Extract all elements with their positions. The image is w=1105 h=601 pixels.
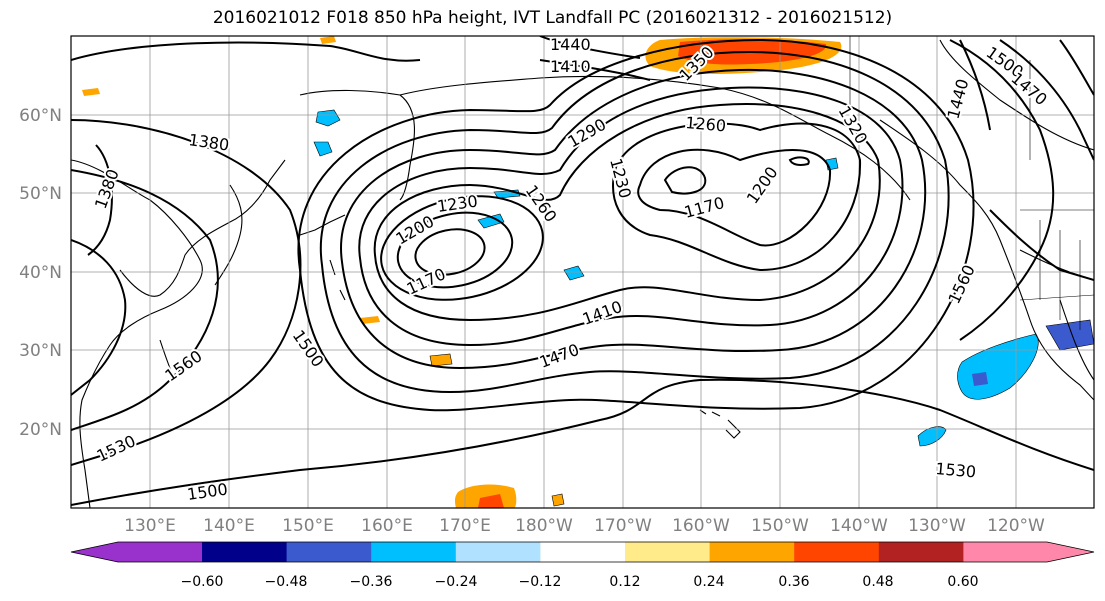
colorbar-tick-label: 0.12 <box>609 574 640 590</box>
colorbar-segment <box>625 542 711 562</box>
lat-tick-label: 30°N <box>19 341 62 361</box>
lon-tick-label: 130°W <box>908 516 966 536</box>
colorbar-tick-label: −0.36 <box>350 574 393 590</box>
lat-tick-label: 40°N <box>19 263 62 283</box>
lon-tick-label: 150°W <box>751 516 809 536</box>
colorbar-segment <box>71 542 202 562</box>
colorbar-tick-label: 0.60 <box>947 574 978 590</box>
lat-tick-label: 60°N <box>19 106 62 126</box>
colorbar-segment <box>455 542 541 562</box>
lat-tick-label: 20°N <box>19 420 62 440</box>
lon-tick-label: 140°E <box>203 516 255 536</box>
lat-axis: 60°N 50°N 40°N 30°N 20°N <box>19 106 62 440</box>
colorbar-tick-label: −0.48 <box>265 574 308 590</box>
colorbar-segment <box>371 542 457 562</box>
colorbar-segment <box>878 542 964 562</box>
colorbar-tick-label: −0.60 <box>181 574 224 590</box>
gridlines <box>71 36 1094 508</box>
lon-tick-label: 130°E <box>124 516 176 536</box>
colorbar-segment <box>963 542 1094 562</box>
lat-tick-label: 50°N <box>19 184 62 204</box>
colorbar-segment <box>794 542 880 562</box>
map-title: 2016021012 F018 850 hPa height, IVT Land… <box>212 8 893 28</box>
contour-label: 1410 <box>550 57 591 76</box>
contour-label: 1530 <box>935 459 977 481</box>
colorbar-labels: −0.60 −0.48 −0.36 −0.24 −0.12 0.12 0.24 … <box>181 574 979 590</box>
lon-tick-label: 170°W <box>594 516 652 536</box>
colorbar-segment <box>540 542 626 562</box>
colorbar-segment <box>286 542 372 562</box>
borders <box>849 36 1094 330</box>
colorbar-tick-label: 0.24 <box>693 574 724 590</box>
lon-tick-label: 140°W <box>830 516 888 536</box>
colorbar <box>70 541 1095 563</box>
colorbar-segment <box>202 542 288 562</box>
contour-label: 1440 <box>550 35 591 54</box>
contour-label: 1260 <box>685 113 727 135</box>
colorbar-segment <box>709 542 795 562</box>
colorbar-tick-label: −0.24 <box>435 574 478 590</box>
lon-tick-label: 160°E <box>361 516 413 536</box>
colorbar-outline <box>70 541 1095 563</box>
colorbar-tick-label: −0.12 <box>519 574 562 590</box>
lon-tick-label: 180°W <box>515 516 573 536</box>
map-frame <box>70 35 1095 509</box>
lon-tick-label: 170°E <box>439 516 491 536</box>
lon-tick-label: 160°W <box>672 516 730 536</box>
height-contours <box>71 36 1094 506</box>
lon-tick-label: 150°E <box>282 516 334 536</box>
lon-tick-label: 120°W <box>987 516 1045 536</box>
lon-axis: 130°E 140°E 150°E 160°E 170°E 180°W 170°… <box>124 516 1045 536</box>
colorbar-tick-label: 0.48 <box>862 574 893 590</box>
colorbar-tick-label: 0.36 <box>778 574 809 590</box>
